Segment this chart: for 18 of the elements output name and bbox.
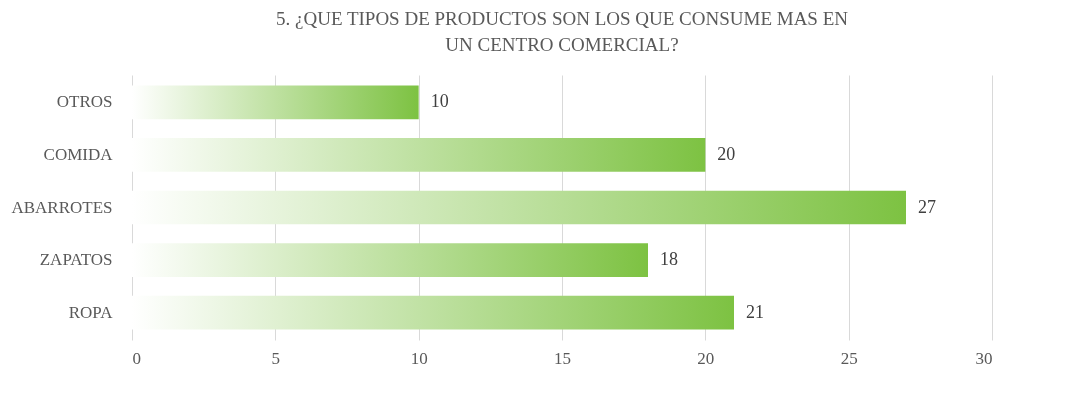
data-label: 21 — [746, 301, 764, 322]
data-label: 10 — [430, 91, 449, 112]
y-tick-label: OTROS — [56, 92, 113, 112]
x-tick-label: 0 — [132, 348, 141, 368]
y-tick-label: ROPA — [68, 302, 114, 322]
data-label: 18 — [660, 249, 678, 270]
chart-title: 5. ¿QUE TIPOS DE PRODUCTOS SON LOS QUE CONSUME MAS EN UN CENTRO COMERCIAL? — [276, 8, 849, 55]
x-tick-label: 5 — [271, 348, 281, 368]
data-label: 20 — [717, 143, 736, 164]
x-tick-label: 20 — [697, 348, 715, 368]
x-tick-label: 15 — [554, 348, 571, 368]
y-tick-label: ABARROTES — [11, 197, 113, 217]
data-label: 27 — [918, 196, 936, 217]
x-tick-label: 30 — [975, 348, 993, 368]
y-tick-label: COMIDA — [43, 144, 114, 164]
x-tick-label: 10 — [410, 348, 428, 368]
x-tick-label: 25 — [840, 348, 858, 368]
y-tick-label: ZAPATOS — [39, 250, 113, 270]
